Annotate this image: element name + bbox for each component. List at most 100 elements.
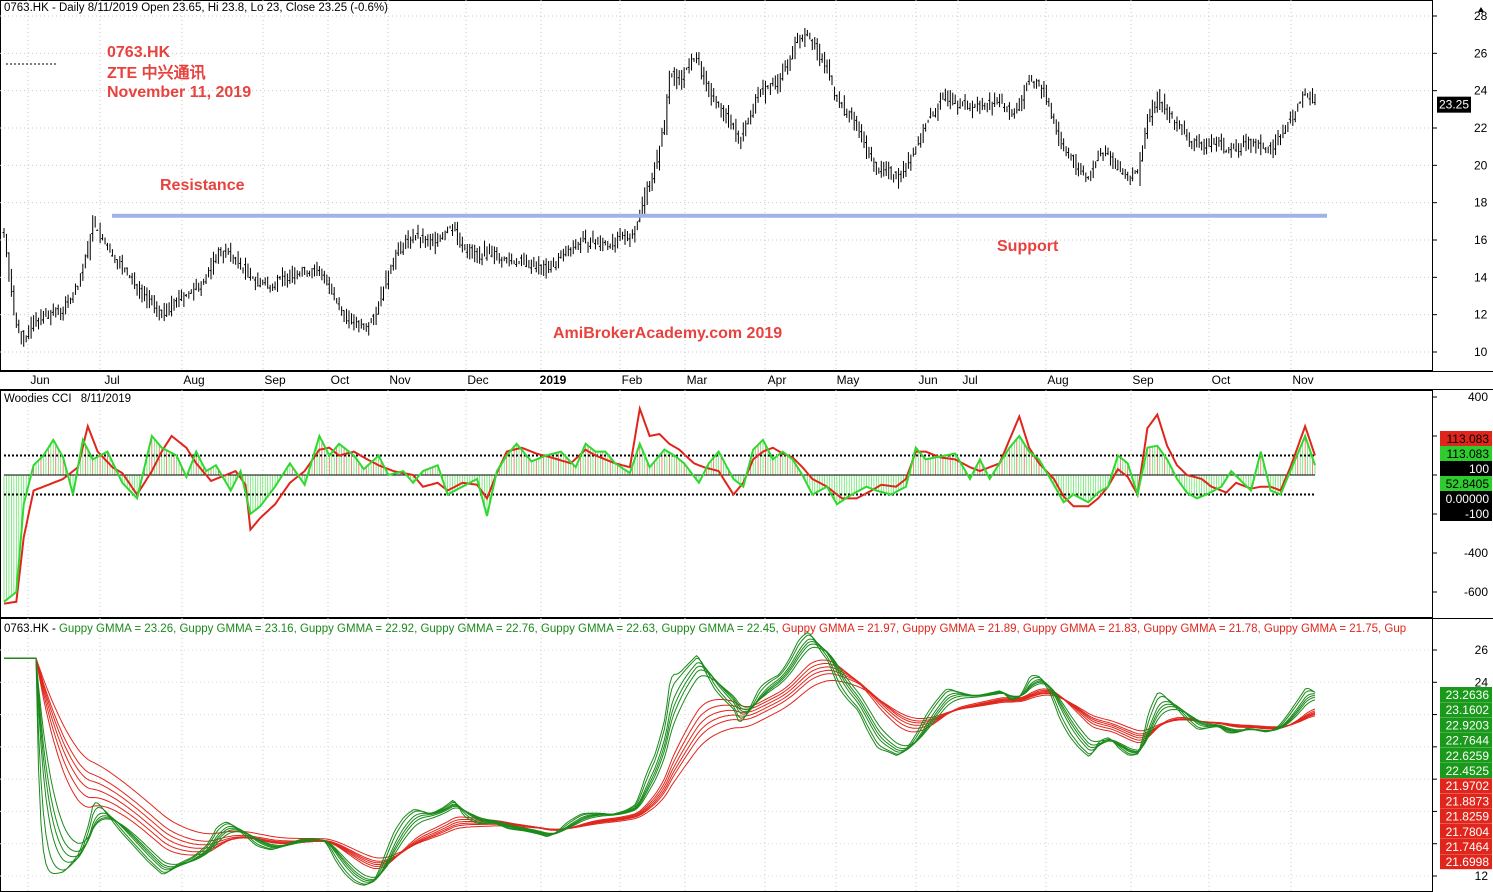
gmma-value-label: 22.7644 [1446,734,1490,748]
gmma-value-badge [1440,702,1492,718]
price-candles [2,27,1327,347]
gmma-value-label: 21.7804 [1446,825,1490,839]
gmma-value-label: 23.1602 [1446,703,1490,717]
month-label: Sep [264,373,286,387]
gmma-value-label: 21.8873 [1446,794,1490,808]
last-price-badge [1437,96,1471,113]
cci-lines [3,404,1316,605]
cci-title: Woodies CCI 8/11/2019 [4,393,131,405]
month-label: Mar [687,373,708,387]
gmma-value-badge [1440,717,1492,733]
cci-panel: Woodies CCI 8/11/2019 4000-400-600113.08… [3,390,1492,605]
price-tick-label: 12 [1474,308,1488,322]
price-tick-label: 16 [1474,233,1488,247]
gmma-title: 0763.HK - Guppy GMMA = 23.26, Guppy GMMA… [4,623,1406,635]
cci-value-label: 52.8405 [1446,477,1490,491]
month-label: Jun [30,373,49,387]
cci-value-label: 100 [1469,462,1489,476]
month-label: 2019 [540,373,567,387]
gmma-long-ema [4,657,1316,864]
gmma-value-label: 21.8259 [1446,810,1490,824]
price-tick-label: 14 [1474,270,1488,284]
price-tick-label: 22 [1474,121,1488,135]
month-label: Oct [1212,373,1231,387]
month-label: Nov [389,373,410,387]
price-tick-label: 28 [1474,9,1488,23]
cci-value-label: -100 [1465,507,1489,521]
cci-value-badge [1440,506,1492,521]
gmma-short-ema [4,643,1316,880]
gmma-title-part: Guppy GMMA = 23.26, Guppy GMMA = 23.16, … [59,623,782,635]
price-tick-label: 24 [1474,84,1488,98]
gmma-value-badge [1440,854,1492,870]
cci-y-axis: 4000-400-600113.083113.08310052.84050.00… [1432,390,1492,599]
gmma-value-badge [1440,763,1492,778]
cci-value-badge [1440,476,1492,491]
month-label: Oct [331,373,350,387]
gmma-lines [4,631,1316,886]
month-label: Aug [183,373,204,387]
gmma-value-label: 22.9203 [1446,718,1490,732]
gmma-value-label: 23.2636 [1446,688,1490,702]
month-label: Jul [962,373,977,387]
gmma-value-badge [1440,747,1492,763]
annotation-support: Support [997,238,1059,255]
cci-tick-label: 400 [1468,390,1488,404]
cci-value-label: 0.00000 [1446,492,1490,506]
cci-tick-label: -600 [1464,585,1488,599]
gmma-title-part: 0763.HK - [4,623,59,635]
cci-value-badge [1440,491,1492,506]
month-label: Feb [622,373,643,387]
month-label: Jun [918,373,937,387]
gmma-value-badge [1440,793,1492,809]
month-label: Dec [467,373,488,387]
gmma-value-label: 21.7464 [1446,840,1490,854]
month-label: May [837,373,860,387]
gmma-panel: 0763.HK - Guppy GMMA = 23.26, Guppy GMMA… [4,623,1492,886]
gmma-short-ema [4,646,1316,878]
gmma-tick-label: 12 [1475,869,1489,883]
month-label: Nov [1292,373,1313,387]
cci-value-label: 113.083 [1447,432,1490,446]
month-label: Apr [768,373,787,387]
gmma-value-badge [1440,839,1492,854]
price-tick-label: 20 [1474,158,1488,172]
annotation-date: November 11, 2019 [107,84,251,101]
gmma-long-ema [4,657,1316,865]
gmma-value-badge [1440,823,1492,839]
gmma-tick-label: 26 [1475,643,1489,657]
gmma-short-ema [4,638,1316,883]
month-label: Jul [104,373,119,387]
price-tick-label: 18 [1474,196,1488,210]
last-price-label: 23.25 [1439,98,1469,112]
month-axis: Jun Jul Aug Sep Oct Nov Dec 2019 Feb Mar Apr May Jun… [30,373,1313,387]
gmma-title-part: Guppy GMMA = 21.97, Guppy GMMA = 21.89, … [782,623,1406,635]
gmma-short-ema [4,640,1316,882]
gmma-value-badge [1440,808,1492,824]
gmma-value-label: 22.4525 [1446,764,1490,778]
cci-value-badge [1440,431,1492,446]
gmma-tick-label: 24 [1475,675,1489,689]
cci-value-badge [1440,446,1492,461]
cci-line-green [3,433,1316,603]
price-y-axis: 10 12 14 16 18 20 22 24 26 28 23.25 [1432,7,1488,359]
gmma-value-label: 21.9702 [1446,779,1490,793]
annotation-name: ZTE 中兴通讯 [107,63,206,82]
gmma-value-label: 22.6259 [1446,749,1490,763]
panel-frame-0 [0,0,1433,371]
annotation-watermark: AmiBrokerAcademy.com 2019 [553,325,782,342]
cci-value-badge [1440,461,1492,476]
annotation-resistance: Resistance [160,177,245,194]
gmma-value-badge [1440,687,1492,702]
price-header: 0763.HK - Daily 8/11/2019 Open 23.65, Hi… [4,2,388,14]
month-label: Aug [1047,373,1068,387]
gmma-value-badge [1440,732,1492,748]
cci-value-label: 113.083 [1447,447,1490,461]
gmma-value-badge [1440,778,1492,794]
panel-frame-1 [0,390,1433,618]
gmma-long-ema [4,657,1316,867]
axis-arrow-icon [1478,7,1484,12]
month-label: Sep [1132,373,1154,387]
